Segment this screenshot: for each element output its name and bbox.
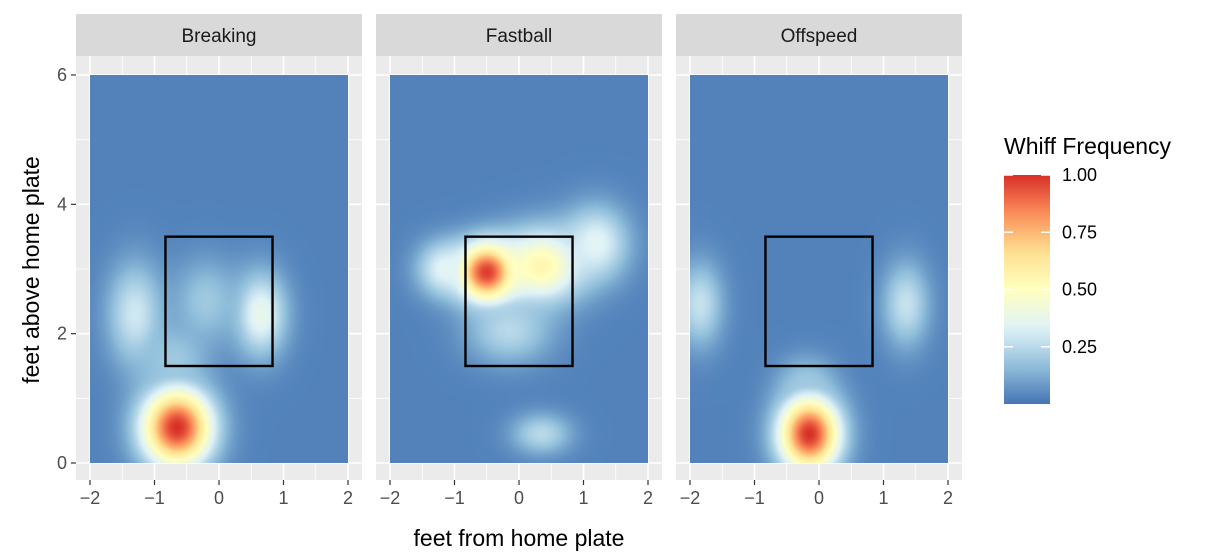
strike-zone-box [164, 235, 274, 368]
x-tick-label: 0 [214, 488, 224, 508]
x-tick-label: 1 [578, 488, 588, 508]
legend-break-label: 0.25 [1062, 337, 1097, 357]
y-axis-title: feet above home plate [18, 156, 44, 384]
x-tick-label: 2 [343, 488, 353, 508]
x-tick-label: 0 [514, 488, 524, 508]
x-tick-label: 2 [643, 488, 653, 508]
x-tick-label: −1 [444, 488, 465, 508]
x-tick-label: −1 [744, 488, 765, 508]
y-tick-label: 6 [57, 65, 67, 85]
facet-strip [676, 14, 962, 56]
x-tick-label: −2 [80, 488, 101, 508]
facet-strip [376, 14, 662, 56]
y-tick-label: 4 [57, 194, 67, 214]
x-tick-label: −1 [144, 488, 165, 508]
y-axis: 0 2 4 6 [57, 65, 76, 473]
x-axis-fastball: −2 −1 0 1 2 [380, 480, 653, 508]
heatmap-raster [390, 75, 648, 463]
x-tick-label: 1 [278, 488, 288, 508]
facet-panels: Breaking Fastball Offspeed [76, 14, 962, 480]
facet-strip-label: Breaking [182, 26, 257, 47]
facet-panel-breaking: Breaking [76, 14, 362, 480]
legend-break-label: 1.00 [1062, 165, 1097, 185]
facet-strip-label: Offspeed [781, 26, 858, 47]
facet-strip [76, 14, 362, 56]
x-axis-offspeed: −2 −1 0 1 2 [680, 480, 953, 508]
x-tick-label: −2 [680, 488, 701, 508]
facet-strip-label: Fastball [486, 26, 553, 47]
color-legend: Whiff Frequency 0.25 0.50 0.75 1.00 [1004, 133, 1172, 404]
y-tick-label: 2 [57, 324, 67, 344]
x-tick-label: −2 [380, 488, 401, 508]
x-axis-breaking: −2 −1 0 1 2 [80, 480, 353, 508]
x-tick-label: 0 [814, 488, 824, 508]
x-axis-title: feet from home plate [414, 525, 625, 551]
x-tick-label: 2 [943, 488, 953, 508]
x-tick-label: 1 [878, 488, 888, 508]
facet-panel-offspeed: Offspeed [676, 14, 962, 480]
x-axis: −2 −1 0 1 2 −2 −1 0 1 2 −2 −1 0 1 2 [80, 480, 953, 508]
heatmap-raster [690, 75, 948, 463]
strike-zone-box [464, 235, 574, 368]
legend-title: Whiff Frequency [1004, 133, 1172, 159]
y-tick-label: 0 [57, 453, 67, 473]
legend-break-label: 0.50 [1062, 280, 1097, 300]
heatmap-raster [90, 75, 348, 463]
facet-panel-fastball: Fastball [376, 14, 662, 480]
legend-break-label: 0.75 [1062, 222, 1097, 242]
strike-zone-box [764, 235, 874, 368]
